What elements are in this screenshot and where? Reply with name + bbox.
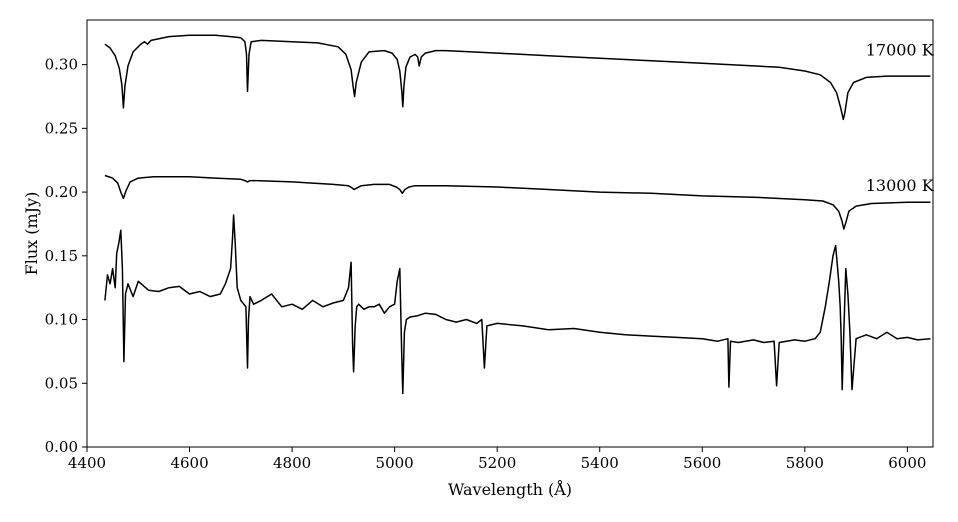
x-tick-label: 5600 <box>683 454 721 472</box>
y-axis-label: Flux (mJy) <box>22 192 41 276</box>
x-tick-label: 5000 <box>376 454 414 472</box>
x-axis: 4400 4600 4800 5000 5200 5400 5600 5800 6000 <box>68 447 926 472</box>
y-tick-label: 0.20 <box>45 183 78 201</box>
x-tick-label: 5400 <box>581 454 619 472</box>
x-tick-label: 6000 <box>888 454 926 472</box>
series-line-3 <box>104 214 931 395</box>
temperature-label: 17000 K <box>866 41 935 60</box>
plot-frame <box>86 19 934 448</box>
y-tick-label: 0.15 <box>45 247 78 265</box>
annotations: 17000 K 13000 K <box>866 41 935 195</box>
series-line-1 <box>104 34 931 121</box>
y-axis: 0.00 0.05 0.10 0.15 0.20 0.25 0.30 <box>45 56 87 456</box>
y-tick-label: 0.00 <box>45 438 78 456</box>
y-tick-label: 0.30 <box>45 56 78 74</box>
x-tick-label: 5800 <box>786 454 824 472</box>
y-tick-label: 0.05 <box>45 374 78 392</box>
x-tick-label: 4400 <box>68 454 106 472</box>
y-tick-label: 0.25 <box>45 119 78 137</box>
x-tick-label: 4600 <box>170 454 208 472</box>
temperature-label: 13000 K <box>866 176 935 195</box>
x-tick-label: 5200 <box>478 454 516 472</box>
x-tick-label: 4800 <box>273 454 311 472</box>
series-line-2 <box>104 174 931 230</box>
x-axis-label: Wavelength (Å) <box>448 479 572 499</box>
plot-lines <box>104 34 931 395</box>
y-tick-label: 0.10 <box>45 311 78 329</box>
